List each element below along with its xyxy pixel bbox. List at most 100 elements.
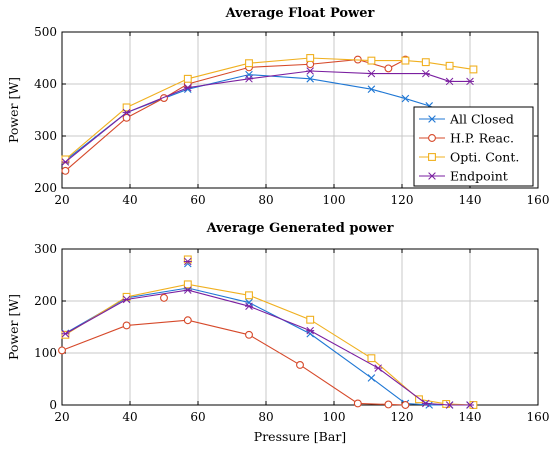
data-point <box>421 58 430 67</box>
series-line <box>65 59 406 172</box>
series-line <box>65 283 474 406</box>
data-point <box>160 293 168 302</box>
data-point <box>122 103 131 112</box>
data-point <box>306 75 314 83</box>
data-point <box>445 61 454 70</box>
y-tick-label: 500 <box>34 25 57 39</box>
data-point <box>466 401 474 409</box>
x-tick-label: 20 <box>54 193 69 207</box>
data-point <box>306 67 315 75</box>
data-point <box>374 364 383 372</box>
data-point <box>384 64 393 73</box>
series-h-p-reac <box>61 55 410 175</box>
x-tick-label: 120 <box>391 193 414 207</box>
data-point <box>367 85 376 93</box>
series-line <box>65 287 470 406</box>
y-tick-label: 400 <box>34 77 57 91</box>
series-line <box>61 319 406 406</box>
data-point <box>421 399 430 408</box>
chart-title: Average Float Power <box>225 6 375 21</box>
x-tick-label: 120 <box>391 410 414 424</box>
x-tick-label: 40 <box>122 193 137 207</box>
data-point <box>384 400 393 409</box>
legend-marker <box>428 134 436 142</box>
x-tick-label: 140 <box>459 193 482 207</box>
data-point <box>367 374 376 382</box>
series-line <box>65 57 474 160</box>
series-endpoint <box>61 67 474 166</box>
data-point <box>367 56 376 65</box>
data-point <box>183 286 192 294</box>
data-point <box>61 158 70 166</box>
data-point <box>367 354 376 363</box>
chart-title: Average Generated power <box>206 221 394 236</box>
y-tick-label: 200 <box>34 181 57 195</box>
data-point <box>61 166 70 175</box>
chart-panel-1: Average Float Power 20 40 60 80 100 120 140 160 2… <box>6 6 549 207</box>
legend-label: All Closed <box>449 112 514 127</box>
data-point <box>183 280 192 289</box>
data-point <box>421 69 430 78</box>
data-point <box>445 401 454 409</box>
x-tick-label: 20 <box>54 410 69 424</box>
data-point <box>61 330 70 338</box>
x-tick-label: 80 <box>258 193 273 207</box>
data-point <box>353 399 362 408</box>
data-point <box>306 315 315 324</box>
x-tick-label: 100 <box>323 193 346 207</box>
legend-marker <box>428 115 436 123</box>
data-point <box>245 75 253 83</box>
chart-panel-2: Average Generated power 20 40 60 80 100 120 140… <box>6 221 549 444</box>
data-point <box>296 361 304 369</box>
data-point <box>122 321 131 330</box>
data-point <box>401 56 410 65</box>
data-point <box>245 330 253 339</box>
series-line <box>65 289 470 406</box>
series-opti-cont <box>61 54 478 164</box>
data-point <box>122 295 131 304</box>
legend-label: H.P. Reac. <box>450 131 514 146</box>
x-tick-label: 40 <box>122 410 137 424</box>
x-axis-label: Pressure [Bar] <box>254 429 346 444</box>
data-point <box>122 292 131 301</box>
data-point <box>183 316 192 325</box>
data-point <box>306 54 315 62</box>
series-line <box>65 74 447 161</box>
x-tick-label: 60 <box>190 410 205 424</box>
series-opti-cont <box>61 280 478 409</box>
data-point <box>466 77 474 86</box>
series-endpoint <box>61 286 474 409</box>
data-point <box>61 330 70 339</box>
y-tick-label: 300 <box>34 242 57 256</box>
x-tick-label: 160 <box>527 193 550 207</box>
data-point <box>183 74 192 83</box>
data-point <box>122 108 131 117</box>
data-point <box>183 83 192 92</box>
legend-marker <box>428 172 436 180</box>
legend-label: Endpoint <box>450 169 508 184</box>
data-point <box>415 395 423 404</box>
data-point <box>442 400 451 408</box>
series-h-p-reac <box>58 316 410 409</box>
x-tick-label: 140 <box>459 410 482 424</box>
data-point <box>245 298 253 307</box>
data-point <box>183 255 192 264</box>
legend-label: Opti. Cont. <box>450 150 519 165</box>
data-point <box>245 59 253 68</box>
x-tick-label: 60 <box>190 193 205 207</box>
data-point <box>445 77 454 86</box>
data-point <box>58 346 66 355</box>
y-tick-label: 200 <box>34 294 57 308</box>
data-point <box>401 401 410 409</box>
plot-frame <box>61 31 539 189</box>
y-tick-label: 0 <box>49 398 57 412</box>
data-point <box>306 326 315 335</box>
y-tick-label: 300 <box>34 129 57 143</box>
data-point <box>367 69 376 78</box>
x-tick-label: 100 <box>323 410 346 424</box>
data-point <box>122 113 131 122</box>
data-point <box>245 291 253 300</box>
data-point <box>183 257 192 266</box>
y-tick-label: 100 <box>34 346 57 360</box>
